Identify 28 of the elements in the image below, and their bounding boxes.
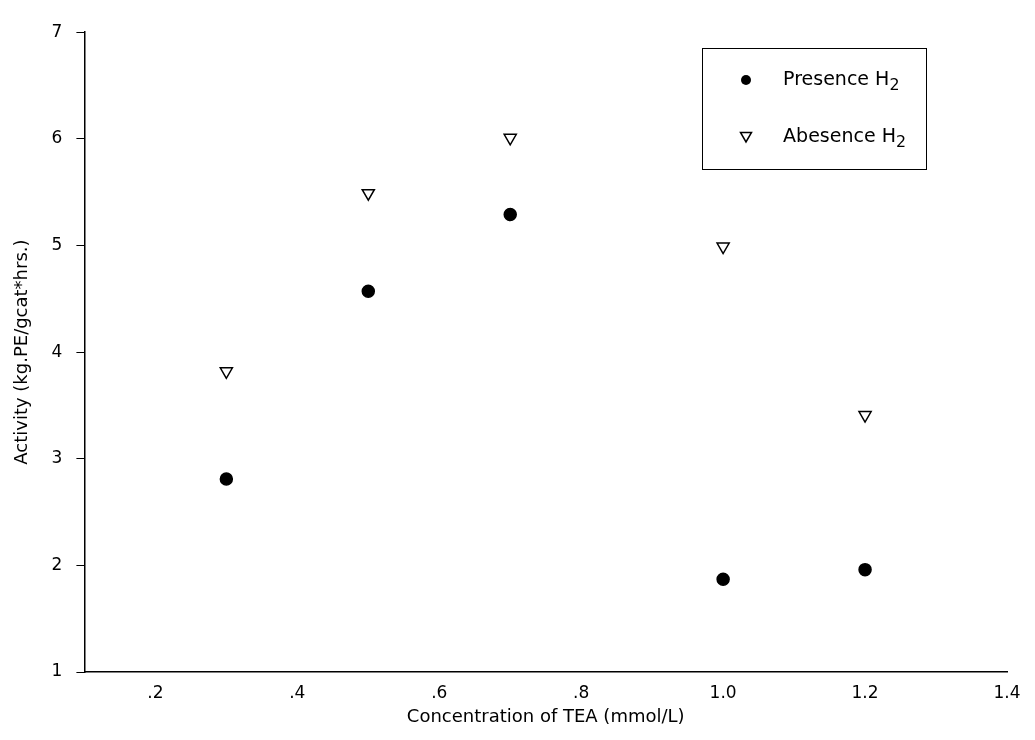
x-tick-label: .4	[289, 681, 306, 702]
x-tick-label: 1.0	[709, 681, 737, 702]
x-axis-title: Concentration of TEA (mmol/L)	[406, 704, 685, 726]
x-tick-label: 1.2	[851, 681, 879, 702]
y-tick-label: 5	[51, 233, 63, 254]
y-axis-title: Activity (kg.PE/gcat*hrs.)	[10, 239, 32, 465]
y-tick-label: 2	[51, 553, 63, 574]
y-tick-label: 3	[51, 447, 63, 468]
point	[219, 472, 234, 486]
point	[361, 188, 376, 201]
point	[716, 572, 730, 586]
legend-label: Abesence H$_{2}$	[783, 123, 906, 151]
x-tick-label: .8	[573, 681, 590, 702]
point	[361, 284, 376, 299]
x-tick-label: .6	[431, 681, 448, 702]
legend-label: Presence H$_{2}$	[783, 67, 900, 94]
point	[716, 242, 730, 255]
x-tick-label: 1.4	[993, 681, 1021, 702]
x-tick-label: .2	[147, 681, 164, 702]
point	[858, 410, 872, 423]
point	[503, 207, 517, 222]
y-tick-label: 4	[51, 340, 63, 361]
point	[219, 367, 234, 380]
point	[858, 562, 872, 577]
y-tick-label: 7	[51, 20, 63, 41]
y-tick-label: 6	[51, 127, 63, 148]
point	[503, 133, 518, 146]
y-tick-label: 1	[51, 660, 63, 681]
